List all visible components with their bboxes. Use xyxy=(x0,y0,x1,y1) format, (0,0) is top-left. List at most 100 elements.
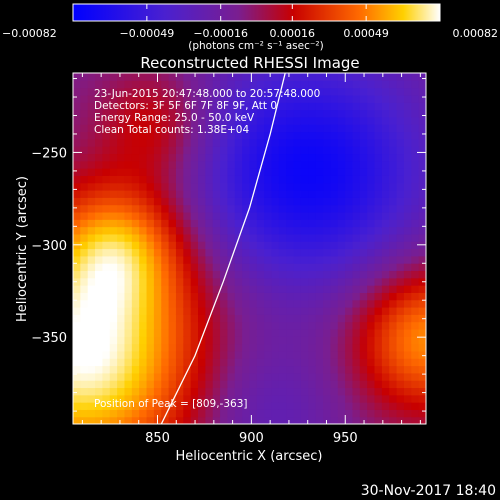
heatmap-cell xyxy=(308,233,317,242)
heatmap-cell xyxy=(278,109,287,118)
heatmap-cell xyxy=(367,285,376,293)
heatmap-cell xyxy=(227,372,236,381)
heatmap-cell xyxy=(161,328,170,337)
heatmap-cell xyxy=(337,168,346,176)
heatmap-cell xyxy=(102,124,111,133)
heatmap-cell xyxy=(139,270,148,279)
heatmap-cell xyxy=(323,358,331,367)
heatmap-cell xyxy=(300,292,309,301)
heatmap-cell xyxy=(278,314,287,323)
heatmap-cell xyxy=(175,387,184,396)
heatmap-cell xyxy=(389,138,398,147)
heatmap-cell xyxy=(278,307,287,315)
heatmap-cell xyxy=(323,87,331,96)
heatmap-cell xyxy=(418,321,426,330)
heatmap-cell xyxy=(139,328,148,337)
heatmap-cell xyxy=(345,175,354,184)
colorbar-tick-label: −0.00016 xyxy=(193,27,248,40)
heatmap-cell xyxy=(73,219,81,228)
heatmap-cell xyxy=(345,131,354,140)
heatmap-cell xyxy=(183,307,192,315)
heatmap-cell xyxy=(220,307,229,315)
heatmap-cell xyxy=(117,328,126,337)
heatmap-cell xyxy=(374,160,383,169)
heatmap-cell xyxy=(124,416,133,424)
heatmap-cell xyxy=(190,138,199,147)
heatmap-cell xyxy=(124,314,133,323)
heatmap-cell xyxy=(286,336,295,345)
heatmap-cell xyxy=(109,248,118,257)
heatmap-cell xyxy=(286,138,295,147)
heatmap-cell xyxy=(87,211,96,220)
heatmap-cell xyxy=(381,87,390,96)
heatmap-cell xyxy=(381,182,390,191)
heatmap-cell xyxy=(168,380,177,389)
heatmap-cell xyxy=(249,226,258,235)
heatmap-cell xyxy=(367,307,376,315)
heatmap-cell xyxy=(220,416,229,424)
heatmap-cell xyxy=(161,109,170,118)
heatmap-cell xyxy=(337,255,346,264)
heatmap-cell xyxy=(345,270,354,279)
heatmap-cell xyxy=(124,248,133,257)
heatmap-cell xyxy=(330,109,339,118)
heatmap-cell xyxy=(131,182,140,191)
heatmap-cell xyxy=(396,285,405,293)
heatmap-cell xyxy=(345,248,354,257)
heatmap-cell xyxy=(330,160,339,169)
heatmap-cell xyxy=(323,321,331,330)
heatmap-cell xyxy=(308,175,317,184)
heatmap-cell xyxy=(411,394,420,403)
heatmap-cell xyxy=(73,146,81,155)
heatmap-cell xyxy=(308,321,317,330)
heatmap-cell xyxy=(212,87,221,96)
heatmap-cell xyxy=(212,328,221,337)
heatmap-cell xyxy=(146,270,155,279)
heatmap-cell xyxy=(242,314,251,323)
heatmap-cell xyxy=(323,314,331,323)
heatmap-cell xyxy=(330,138,339,147)
heatmap-cell xyxy=(418,263,426,272)
heatmap-cell xyxy=(234,94,243,103)
heatmap-cell xyxy=(418,124,426,133)
heatmap-cell xyxy=(161,124,170,133)
heatmap-cell xyxy=(131,73,140,81)
heatmap-cell xyxy=(278,285,287,293)
heatmap-cell xyxy=(337,372,346,381)
heatmap-cell xyxy=(175,182,184,191)
heatmap-cell xyxy=(124,226,133,235)
heatmap-cell xyxy=(117,80,126,89)
heatmap-cell xyxy=(345,80,354,89)
heatmap-cell xyxy=(308,416,317,424)
heatmap-cell xyxy=(139,138,148,147)
heatmap-cell xyxy=(308,160,317,169)
heatmap-cell xyxy=(73,292,81,301)
heatmap-cell xyxy=(131,358,140,367)
heatmap-cell xyxy=(146,73,155,81)
heatmap-cell xyxy=(403,387,412,396)
heatmap-cell xyxy=(242,124,251,133)
heatmap-cell xyxy=(109,277,118,286)
heatmap-cell xyxy=(102,211,111,220)
heatmap-cell xyxy=(168,175,177,184)
heatmap-cell xyxy=(249,160,258,169)
heatmap-cell xyxy=(220,160,229,169)
heatmap-cell xyxy=(242,248,251,257)
heatmap-cell xyxy=(168,328,177,337)
heatmap-cell xyxy=(153,182,162,191)
heatmap-cell xyxy=(264,299,273,308)
heatmap-cell xyxy=(345,87,354,96)
heatmap-cell xyxy=(330,219,339,228)
heatmap-cell xyxy=(293,328,302,337)
heatmap-cell xyxy=(337,321,346,330)
heatmap-cell xyxy=(146,153,155,162)
heatmap-cell xyxy=(161,365,170,374)
heatmap-cell xyxy=(168,285,177,293)
heatmap-cell xyxy=(95,380,104,389)
heatmap-cell xyxy=(109,336,118,345)
heatmap-cell xyxy=(234,73,243,81)
heatmap-cell xyxy=(396,87,405,96)
heatmap-cell xyxy=(146,307,155,315)
heatmap-cell xyxy=(212,409,221,418)
heatmap-cell xyxy=(308,153,317,162)
